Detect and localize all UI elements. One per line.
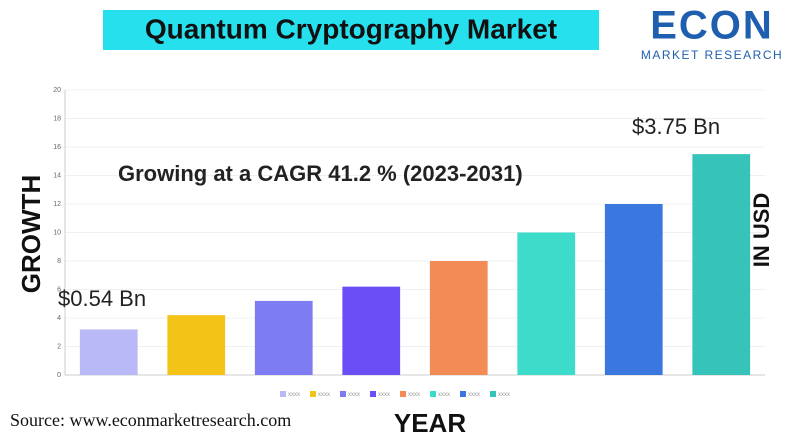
- bar: [692, 154, 751, 375]
- legend-swatch: [430, 391, 436, 397]
- legend-label: xxxx: [468, 392, 480, 398]
- annotation: $3.75 Bn: [632, 114, 720, 139]
- y-tick-label: 12: [53, 201, 61, 208]
- y-tick-label: 16: [53, 144, 61, 151]
- bar: [429, 261, 488, 375]
- legend-swatch: [400, 391, 406, 397]
- legend-label: xxxx: [378, 392, 390, 398]
- annotation: Growing at a CAGR 41.2 % (2023-2031): [118, 161, 523, 186]
- legend-swatch: [460, 391, 466, 397]
- source: Source: www.econmarketresearch.com: [10, 410, 291, 430]
- y-tick-label: 8: [57, 258, 61, 265]
- bar: [254, 300, 313, 375]
- y-tick-label: 2: [57, 343, 61, 350]
- logo-name: ECON: [650, 4, 774, 48]
- legend-swatch: [340, 391, 346, 397]
- bar: [342, 286, 401, 375]
- y-tick-label: 18: [53, 115, 61, 122]
- x-axis-label: YEAR: [394, 408, 466, 438]
- legend-label: xxxx: [288, 392, 300, 398]
- legend-label: xxxx: [348, 392, 360, 398]
- y-tick-label: 6: [57, 286, 61, 293]
- logo-subtitle: MARKET RESEARCH: [641, 48, 783, 62]
- legend-label: xxxx: [438, 392, 450, 398]
- legend-label: xxxx: [408, 392, 420, 398]
- bar: [79, 329, 138, 375]
- y-tick-label: 14: [53, 172, 61, 179]
- annotation: $0.54 Bn: [58, 286, 146, 311]
- y-tick-label: 4: [57, 315, 61, 322]
- legend-label: xxxx: [498, 392, 510, 398]
- bar: [167, 315, 226, 375]
- legend-swatch: [310, 391, 316, 397]
- y-axis-label: GROWTH: [16, 175, 46, 293]
- legend-swatch: [370, 391, 376, 397]
- y-tick-label: 0: [57, 372, 61, 379]
- y-tick-label: 20: [53, 87, 61, 94]
- title-background: [103, 10, 599, 50]
- legend-swatch: [280, 391, 286, 397]
- legend-label: xxxx: [318, 392, 330, 398]
- bar: [604, 204, 663, 375]
- bar: [517, 232, 576, 375]
- legend-swatch: [490, 391, 496, 397]
- y-tick-label: 10: [53, 229, 61, 236]
- plot-area: 0 2 4 6 8 10 12 14 16 18 20 xxxx xxxx xxxx xxxx xxxx xxx…: [53, 87, 765, 398]
- y2-axis-label: IN USD: [749, 193, 774, 268]
- chart-title: Quantum Cryptography Market: [145, 13, 557, 44]
